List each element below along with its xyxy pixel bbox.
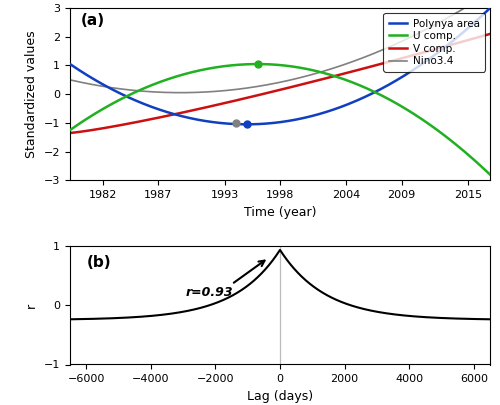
V comp. [252, 94, 258, 98]
Line: U comp.: U comp. [70, 64, 490, 175]
Polynya area [395, 77, 401, 82]
Polynya area [244, 122, 250, 127]
X-axis label: Lag (days): Lag (days) [247, 390, 313, 403]
V comp. [394, 57, 400, 62]
V comp. [110, 124, 116, 129]
Nino3.4 [395, 40, 401, 45]
Y-axis label: r: r [26, 303, 38, 308]
Polynya area [487, 6, 493, 11]
Polynya area [252, 122, 258, 127]
Nino3.4 [356, 57, 362, 62]
Legend: Polynya area, U comp., V comp., Nino3.4: Polynya area, U comp., V comp., Nino3.4 [384, 13, 485, 72]
Nino3.4 [252, 84, 258, 89]
Y-axis label: Standardized values: Standardized values [25, 30, 38, 158]
U comp. [255, 62, 261, 66]
V comp. [237, 97, 243, 102]
V comp. [67, 130, 73, 135]
Nino3.4 [402, 37, 408, 42]
Nino3.4 [238, 87, 244, 92]
Nino3.4 [178, 90, 184, 95]
U comp. [67, 128, 73, 132]
Polynya area [356, 97, 362, 102]
Text: r=0.93: r=0.93 [185, 286, 232, 298]
U comp. [402, 106, 408, 111]
Nino3.4 [110, 85, 116, 90]
Polynya area [67, 62, 73, 66]
U comp. [395, 102, 401, 107]
Line: V comp.: V comp. [70, 34, 490, 133]
U comp. [110, 101, 116, 106]
V comp. [402, 55, 408, 60]
Text: (a): (a) [80, 13, 104, 28]
V comp. [487, 32, 493, 36]
Line: Nino3.4: Nino3.4 [70, 0, 490, 93]
U comp. [356, 83, 362, 87]
Nino3.4 [67, 77, 73, 82]
X-axis label: Time (year): Time (year) [244, 206, 316, 219]
U comp. [487, 172, 493, 177]
Text: (b): (b) [87, 255, 112, 270]
V comp. [356, 68, 362, 72]
Polynya area [237, 122, 243, 127]
Polynya area [402, 72, 408, 77]
Line: Polynya area: Polynya area [70, 8, 490, 124]
U comp. [237, 62, 243, 67]
U comp. [252, 62, 258, 66]
Polynya area [110, 87, 116, 92]
